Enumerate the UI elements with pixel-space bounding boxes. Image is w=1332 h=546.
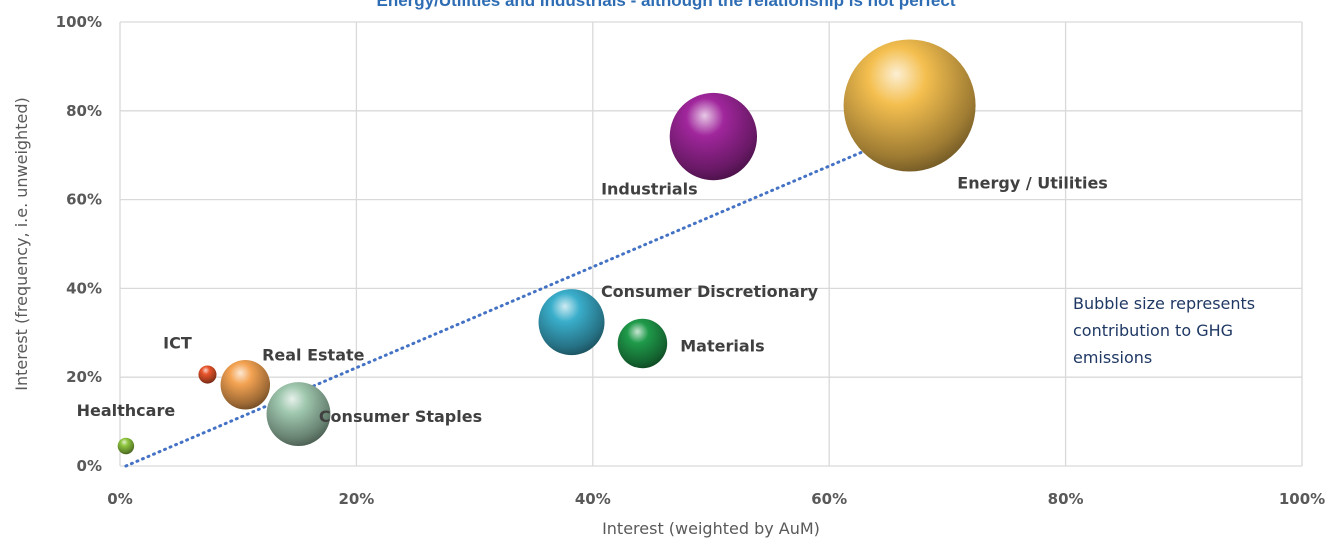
bubble-industrials <box>669 92 758 181</box>
bubble-real-estate <box>220 359 271 410</box>
x-tick-label: 100% <box>1279 490 1325 508</box>
x-axis-label: Interest (weighted by AuM) <box>602 519 820 538</box>
y-tick-label: 80% <box>66 102 102 120</box>
bubbles <box>117 39 976 455</box>
bubble-label: Industrials <box>601 180 698 199</box>
grid <box>119 21 1303 467</box>
x-tick-label: 80% <box>1048 490 1084 508</box>
bubble-label: Energy / Utilities <box>957 173 1108 192</box>
chart-title: Energy/Utilities and Industrials - altho… <box>376 0 955 10</box>
bubble-label: ICT <box>163 334 192 353</box>
x-tick-label: 0% <box>107 490 132 508</box>
y-tick-label: 40% <box>66 279 102 297</box>
bubble-label: Healthcare <box>77 401 176 420</box>
y-axis-label: Interest (frequency, i.e. unweighted) <box>12 97 31 390</box>
x-tick-label: 40% <box>575 490 611 508</box>
trendline <box>124 129 914 468</box>
bubble-size-note: Bubble size represents contribution to GH… <box>1073 294 1255 367</box>
x-tick-label: 20% <box>338 490 374 508</box>
bubble-energy-utilities <box>843 39 976 172</box>
bubble-label: Consumer Discretionary <box>601 282 819 301</box>
y-tick-label: 100% <box>56 13 102 31</box>
bubble-labels: Healthcare ICT Real Estate Consumer Staples… <box>77 173 1108 426</box>
bubble-label: Real Estate <box>262 346 365 365</box>
y-tick-label: 60% <box>66 191 102 209</box>
bubble-label: Consumer Staples <box>319 407 482 426</box>
bubble-materials <box>617 318 668 369</box>
y-tick-label: 20% <box>66 368 102 386</box>
bubble-ict <box>198 365 217 384</box>
y-tick-label: 0% <box>77 457 102 475</box>
bubble-consumer-staples <box>266 382 331 447</box>
bubble-healthcare <box>117 437 135 455</box>
tick-labels: 0% 20% 40% 60% 80% 100% 0% 20% 40% 60% 80% 100% <box>56 13 1326 508</box>
x-tick-label: 60% <box>811 490 847 508</box>
bubble-consumer-discretionary <box>538 289 605 356</box>
bubble-label: Materials <box>680 336 764 355</box>
